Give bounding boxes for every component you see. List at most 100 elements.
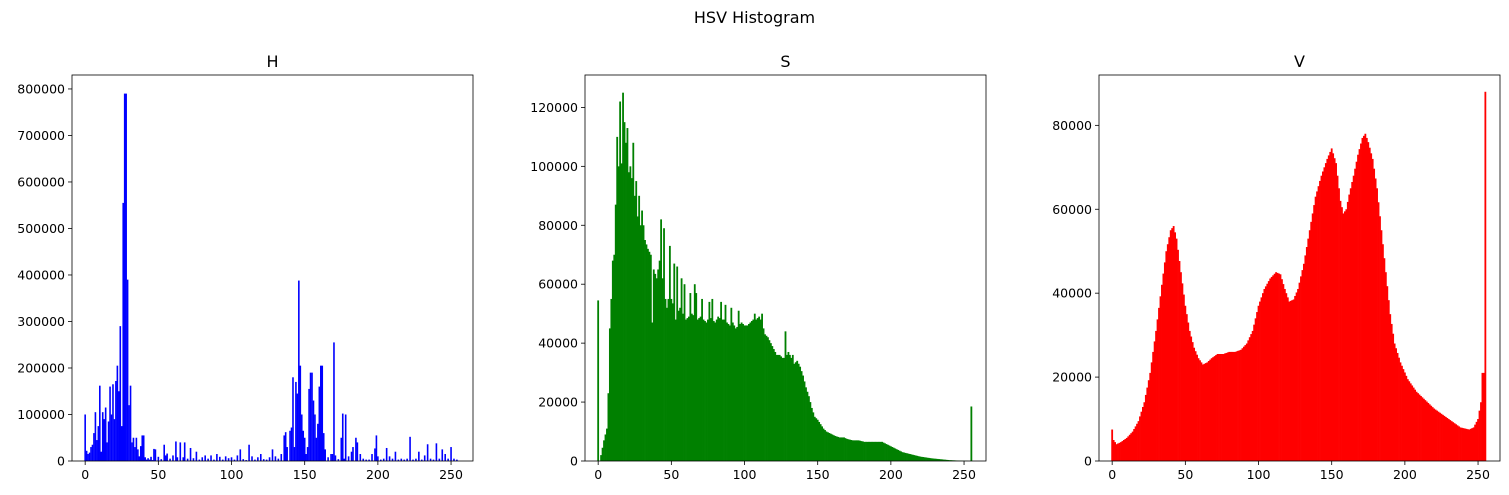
bar [245,460,247,461]
bar [1297,288,1299,461]
bar [1308,230,1311,461]
x-tick-label: 0 [1108,467,1116,482]
bar [1260,297,1263,461]
bar [1443,415,1446,461]
bar [1428,404,1431,461]
bar [274,456,277,461]
bar [311,372,313,461]
y-tick-label: 100000 [17,407,65,422]
bar [1415,391,1418,461]
bar [312,400,315,461]
bar [642,225,645,461]
bar [1289,300,1292,461]
bar [438,458,441,461]
bar [1349,188,1352,461]
bar [347,456,350,461]
bar [626,128,629,462]
bar [948,460,951,461]
bar [1190,336,1193,461]
bar [664,298,667,461]
bar [1279,274,1282,461]
bar [368,459,370,461]
y-tick-label: 20000 [1052,370,1092,385]
bar [926,457,929,461]
bar [872,441,875,461]
bar [330,454,332,461]
bar [1430,405,1433,461]
bar [641,210,643,461]
bar [730,307,733,461]
bar [309,372,312,461]
histogram-bars [1111,91,1487,462]
bar [625,142,627,461]
bar [1142,406,1144,461]
bar [734,328,737,461]
bar [617,166,620,461]
bar [765,335,768,461]
bar [882,442,885,461]
y-tick-label: 600000 [17,174,65,189]
bar [715,319,718,461]
bar [604,434,607,461]
bar [248,444,250,461]
bar [1295,292,1298,461]
y-tick-label: 80000 [538,218,578,233]
bar [600,455,602,461]
subplot-title: V [1294,52,1305,71]
bar [869,441,872,461]
bar [908,454,911,461]
bar [863,441,866,461]
bar [1131,431,1134,461]
bar [1374,178,1377,462]
bar [657,269,660,461]
bar [139,446,142,461]
bar [1298,282,1301,461]
bar [128,405,130,461]
bar [450,447,452,461]
bar [616,136,619,461]
bar [1411,385,1414,461]
bar [1465,428,1468,461]
bar [916,455,919,461]
bar [1477,419,1479,461]
bar [110,414,113,461]
bar [696,319,699,461]
bar [374,448,376,461]
bar [1339,200,1342,461]
bar [728,325,731,461]
bar [423,455,426,461]
bar [690,313,693,461]
y-tick-label: 800000 [17,81,65,96]
bar [635,181,638,461]
bar [126,279,129,461]
y-tick-label: 200000 [17,360,65,375]
bar [1137,421,1140,461]
bar [1301,270,1304,461]
bar [1259,301,1261,461]
bar [1342,213,1345,461]
bar [844,438,847,461]
bar [1355,161,1358,461]
bar [645,244,648,461]
bar [1393,343,1396,461]
bar [1262,293,1264,461]
bar [688,316,690,461]
bar [90,447,92,461]
bar [1329,151,1332,462]
bar [901,452,904,461]
bar [1286,297,1289,461]
bar [1221,354,1223,461]
axes-frame [1098,74,1501,462]
bar [870,441,873,461]
bar [740,322,743,461]
bar [633,195,636,461]
bar [1118,442,1121,461]
bar [1320,175,1323,461]
bar [1231,351,1234,461]
bar [847,439,850,461]
bar [683,284,686,461]
bar [1163,262,1166,461]
bar [806,391,809,461]
bar [135,437,138,461]
